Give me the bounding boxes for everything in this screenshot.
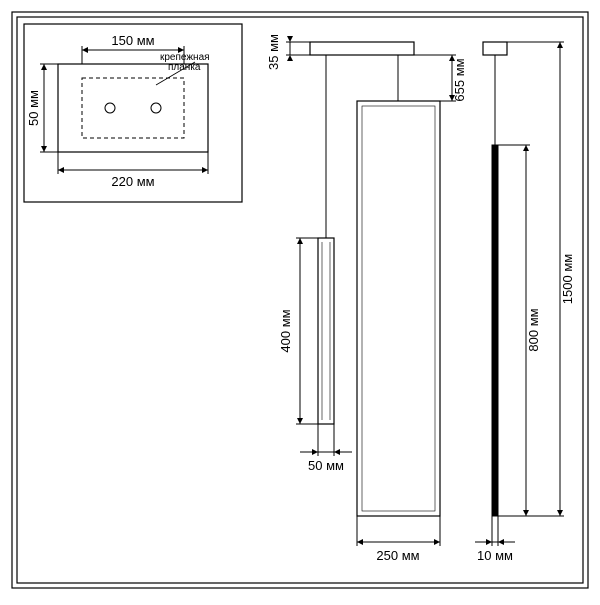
dim-small-w-label: 50 мм [308,458,344,473]
planka-label-line2: планка [168,62,201,73]
dim-side-total-h: 1500 мм [507,42,575,516]
front-small-body [318,238,334,424]
dim-side-body-w: 10 мм [475,516,515,563]
dim-side-body-h-label: 800 мм [526,308,541,351]
dim-inset-top-label: 150 мм [111,33,154,48]
dim-wire-len-label: 655 мм [452,58,467,101]
dim-large-w: 250 мм [357,516,440,563]
diagram-svg: 150 мм крепежная планка 50 мм 220 мм [0,0,600,600]
dim-side-body-h: 800 мм [498,145,541,516]
planka-annotation: крепежная планка [156,52,210,85]
planka-dash [82,78,184,138]
side-canopy [483,42,507,55]
front-large-body [357,101,440,516]
hole-1 [105,103,115,113]
dim-inset-left: 50 мм [26,64,58,152]
dim-small-h-label: 400 мм [278,309,293,352]
dim-small-h: 400 мм [278,238,318,424]
side-view: 800 мм 1500 мм 10 мм [475,42,575,563]
dim-large-w-label: 250 мм [376,548,419,563]
dim-inset-bottom: 220 мм [58,152,208,189]
dim-side-total-h-label: 1500 мм [560,254,575,304]
inset-detail: 150 мм крепежная планка 50 мм 220 мм [24,24,242,202]
dim-wire-len: 655 мм [414,55,467,102]
front-view: 35 мм 655 мм 400 мм 50 мм [266,34,467,563]
mounting-plate [58,64,208,152]
dim-inset-bottom-label: 220 мм [111,174,154,189]
dim-canopy-h-label: 35 мм [266,34,281,70]
dim-canopy-h: 35 мм [266,34,310,70]
dim-small-w: 50 мм [300,424,352,473]
dim-side-body-w-label: 10 мм [477,548,513,563]
side-body [492,145,498,516]
hole-2 [151,103,161,113]
dim-inset-left-label: 50 мм [26,90,41,126]
front-canopy [310,42,414,55]
front-large-inner [362,106,435,511]
diagram-canvas: 150 мм крепежная планка 50 мм 220 мм [0,0,600,600]
